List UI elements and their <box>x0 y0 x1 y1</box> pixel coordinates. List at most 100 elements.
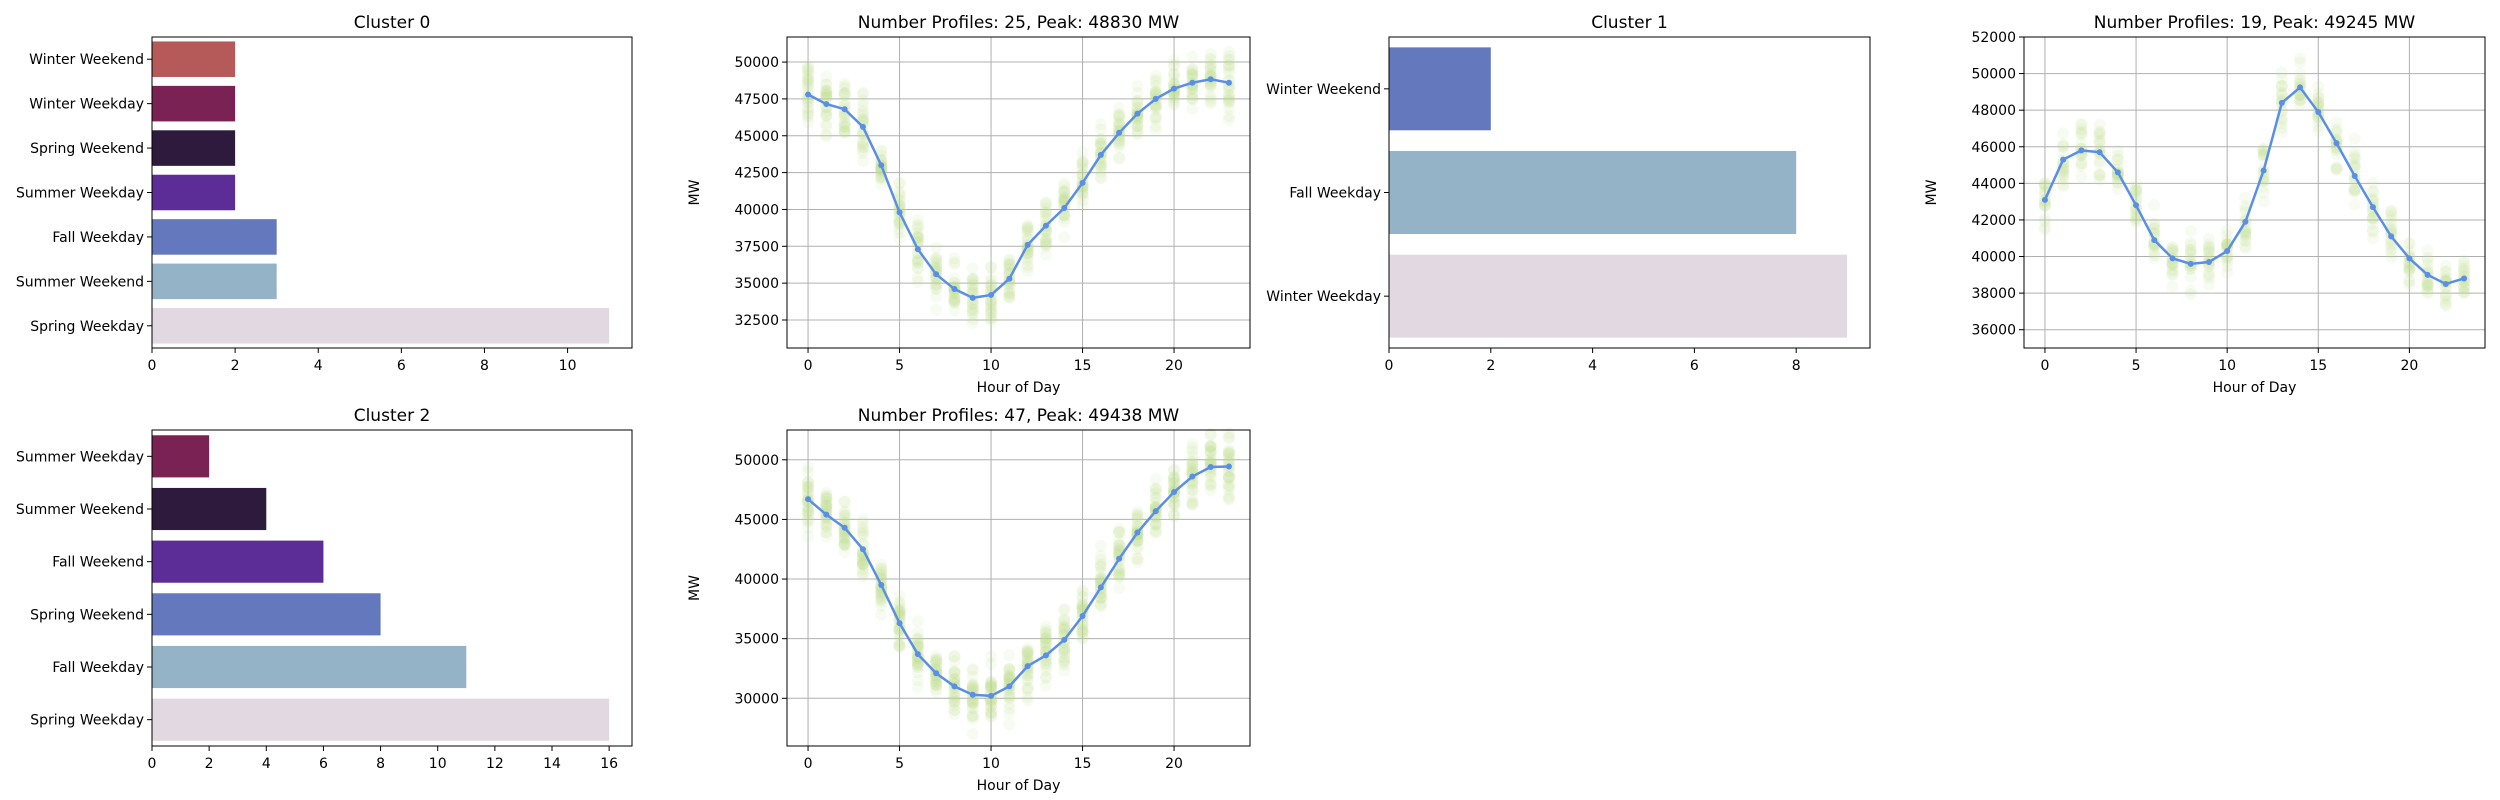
profile-point <box>966 304 979 317</box>
profile-point <box>2184 246 2197 259</box>
profile-point <box>2403 274 2416 287</box>
profile-point <box>966 710 979 723</box>
profile-point <box>2057 178 2070 191</box>
profile-point <box>911 651 924 664</box>
mean-profile-point <box>823 511 830 518</box>
profile-point <box>856 147 869 160</box>
profile-point <box>1113 522 1126 535</box>
profile-point <box>802 466 815 479</box>
profile-point <box>2385 251 2398 264</box>
profile-point <box>838 530 851 543</box>
profile-point <box>2057 169 2070 182</box>
profile-point <box>911 222 924 235</box>
profile-point <box>2385 214 2398 227</box>
profile-point <box>1058 614 1071 627</box>
profile-point <box>1222 102 1235 115</box>
profile-point <box>1076 585 1089 598</box>
profile-point <box>802 507 815 520</box>
profile-point <box>966 682 979 695</box>
profile-point <box>1222 60 1235 73</box>
profile-point <box>1094 140 1107 153</box>
profile-point <box>930 679 943 692</box>
profile-point <box>1058 664 1071 677</box>
profile-point <box>1204 68 1217 81</box>
x-tick-label: 15 <box>1074 358 1092 374</box>
profile-point <box>2130 186 2143 199</box>
profile-point <box>856 549 869 562</box>
profile-point <box>802 530 815 543</box>
profile-point <box>1168 508 1181 521</box>
profile-point <box>930 653 943 666</box>
mean-profile-point <box>2060 156 2067 163</box>
profile-point <box>1149 518 1162 531</box>
profile-point <box>820 109 833 122</box>
profile-point <box>856 88 869 101</box>
profile-point <box>2166 265 2179 278</box>
profile-point <box>2075 118 2088 131</box>
profile-point <box>2294 74 2307 87</box>
profile-point <box>911 275 924 288</box>
profile-point <box>1204 440 1217 453</box>
profile-point <box>1003 662 1016 675</box>
x-tick-label: 10 <box>559 358 577 374</box>
profile-point <box>1131 509 1144 522</box>
profile-point <box>856 566 869 579</box>
profile-point <box>1204 79 1217 92</box>
profile-point <box>985 314 998 327</box>
profile-point <box>948 672 961 685</box>
profile-point <box>838 120 851 133</box>
profile-point <box>2166 258 2179 271</box>
mean-profile-point <box>2406 255 2413 262</box>
profile-point <box>856 526 869 539</box>
profile-point <box>1076 161 1089 174</box>
profile-point <box>2257 186 2270 199</box>
profile-point <box>985 297 998 310</box>
profile-point <box>1222 479 1235 492</box>
profile-point <box>948 256 961 269</box>
profile-point <box>1021 673 1034 686</box>
profile-point <box>2239 227 2252 240</box>
profile-point <box>1021 261 1034 274</box>
profile-point <box>1094 565 1107 578</box>
x-tick-label: 5 <box>895 756 904 772</box>
profile-point <box>1039 631 1052 644</box>
profile-point <box>2366 185 2379 198</box>
profile-point <box>802 104 815 117</box>
profile-point <box>1003 697 1016 710</box>
profile-point <box>1222 483 1235 496</box>
profile-point <box>1113 115 1126 128</box>
profile-point <box>1039 232 1052 245</box>
profile-point <box>2294 52 2307 65</box>
profile-point <box>2348 182 2361 195</box>
profile-point <box>1094 600 1107 613</box>
profile-point <box>1222 46 1235 59</box>
x-tick-label: 6 <box>319 756 328 772</box>
y-tick-label: 45000 <box>734 512 779 528</box>
category-label: Winter Weekend <box>29 52 144 68</box>
profile-point <box>1222 59 1235 72</box>
profile-point <box>2403 264 2416 277</box>
profile-point <box>856 135 869 148</box>
profile-point <box>1113 566 1126 579</box>
profile-point <box>1149 73 1162 86</box>
profile-point <box>1094 591 1107 604</box>
profile-point <box>930 655 943 668</box>
profile-point <box>2421 280 2434 293</box>
profile-point <box>2330 123 2343 136</box>
profile-point <box>930 663 943 676</box>
x-tick-label: 4 <box>314 358 323 374</box>
x-tick-label: 2 <box>1486 358 1495 374</box>
mean-profile-line <box>2043 85 2465 286</box>
profile-point <box>838 534 851 547</box>
profile-point <box>985 299 998 312</box>
profile-point <box>2312 80 2325 93</box>
profile-point <box>966 285 979 298</box>
profile-point <box>893 604 906 617</box>
profile-point <box>948 297 961 310</box>
profile-point <box>1186 82 1199 95</box>
profile-point <box>948 295 961 308</box>
profile-point <box>1149 491 1162 504</box>
category-label: Fall Weekday <box>52 230 144 246</box>
mean-profile-point <box>1225 463 1232 470</box>
profile-point <box>2403 256 2416 269</box>
